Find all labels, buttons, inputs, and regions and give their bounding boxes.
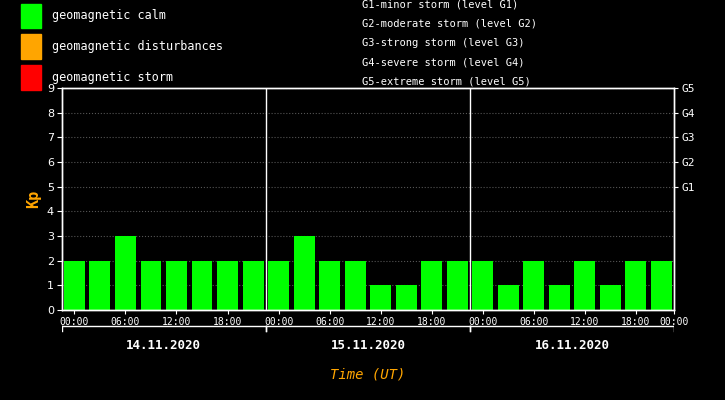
Bar — [294, 236, 315, 310]
Bar — [166, 261, 187, 310]
Bar — [64, 261, 85, 310]
Bar — [22, 34, 41, 59]
Text: G2-moderate storm (level G2): G2-moderate storm (level G2) — [362, 19, 537, 29]
Text: 14.11.2020: 14.11.2020 — [126, 339, 202, 352]
Bar — [447, 261, 468, 310]
Bar — [22, 4, 41, 28]
Bar — [574, 261, 595, 310]
Bar — [243, 261, 263, 310]
Bar — [473, 261, 493, 310]
Bar — [115, 236, 136, 310]
Bar — [498, 285, 519, 310]
Text: G1-minor storm (level G1): G1-minor storm (level G1) — [362, 0, 519, 9]
Bar — [319, 261, 340, 310]
Text: 15.11.2020: 15.11.2020 — [331, 339, 405, 352]
Bar — [22, 65, 41, 90]
Bar — [141, 261, 162, 310]
Bar — [344, 261, 365, 310]
Text: geomagnetic disturbances: geomagnetic disturbances — [52, 40, 223, 53]
Y-axis label: Kp: Kp — [26, 190, 41, 208]
Bar — [396, 285, 417, 310]
Text: geomagnetic storm: geomagnetic storm — [52, 71, 173, 84]
Text: geomagnetic calm: geomagnetic calm — [52, 9, 166, 22]
Bar — [268, 261, 289, 310]
Bar — [549, 285, 570, 310]
Text: G5-extreme storm (level G5): G5-extreme storm (level G5) — [362, 77, 531, 87]
Text: G4-severe storm (level G4): G4-severe storm (level G4) — [362, 58, 525, 68]
Bar — [217, 261, 238, 310]
Bar — [651, 261, 672, 310]
Bar — [626, 261, 647, 310]
Bar — [523, 261, 544, 310]
Bar — [89, 261, 110, 310]
Bar — [421, 261, 442, 310]
Bar — [370, 285, 392, 310]
Bar — [191, 261, 212, 310]
Text: G3-strong storm (level G3): G3-strong storm (level G3) — [362, 38, 525, 48]
Text: 16.11.2020: 16.11.2020 — [534, 339, 610, 352]
Bar — [600, 285, 621, 310]
Text: Time (UT): Time (UT) — [331, 367, 405, 381]
